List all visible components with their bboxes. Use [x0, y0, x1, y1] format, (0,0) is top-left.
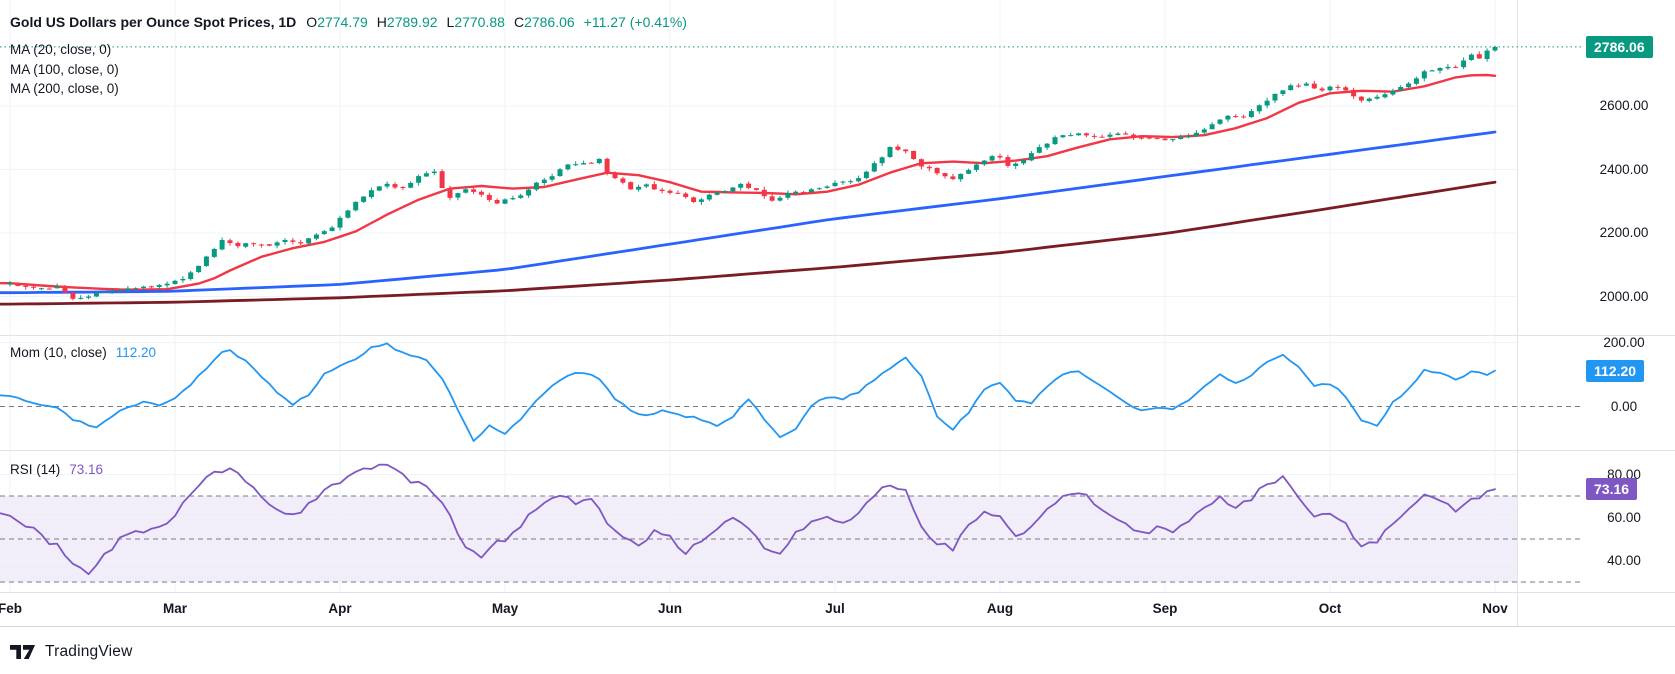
- month-label-sep: Sep: [1152, 601, 1178, 616]
- month-label-oct: Oct: [1318, 601, 1342, 616]
- month-label-feb: Feb: [0, 601, 22, 616]
- ohlc-value: 2770.88: [454, 14, 505, 30]
- month-label-may: May: [491, 601, 519, 616]
- momentum-value-badge: 112.20: [1586, 359, 1645, 382]
- ohlc-value: 2789.92: [386, 14, 438, 30]
- momentum-legend-row[interactable]: Mom (10, close) 112.20: [10, 345, 156, 360]
- momentum-tick-label: 0.00: [1610, 398, 1638, 414]
- symbol-legend-row[interactable]: Gold US Dollars per Ounce Spot Prices, 1…: [10, 13, 687, 32]
- ma-legend: MA (20, close, 0) MA (100, close, 0) MA (2…: [10, 40, 119, 99]
- price-tick-label: 2000.00: [1599, 288, 1649, 304]
- tradingview-logo-text: TradingView: [45, 643, 133, 660]
- ohlc-prefix: C: [513, 14, 525, 30]
- month-label-nov: Nov: [1482, 601, 1508, 616]
- chart-canvas[interactable]: [0, 0, 1675, 632]
- ma-legend-row-1[interactable]: MA (20, close, 0): [10, 42, 112, 57]
- momentum-legend-label: Mom (10, close): [10, 345, 107, 360]
- price-tick-label: 2200.00: [1599, 225, 1649, 240]
- rsi-legend-label: RSI (14): [10, 462, 61, 477]
- ohlc-values: O2774.79 H2789.92 L2770.88 C2786.06: [306, 14, 583, 30]
- rsi-legend-value: 73.16: [69, 462, 104, 477]
- ohlc-segment: C2786.06: [514, 14, 575, 30]
- ma-legend-row-2[interactable]: MA (100, close, 0): [10, 61, 119, 77]
- rsi-legend-row[interactable]: RSI (14) 73.16: [10, 462, 103, 477]
- rsi-tick-label: 80.00: [1607, 466, 1641, 482]
- ohlc-prefix: L: [446, 14, 455, 30]
- tradingview-attribution[interactable]: TradingView: [10, 643, 133, 661]
- ohlc-segment: L2770.88: [447, 14, 505, 30]
- month-label-apr: Apr: [328, 601, 352, 616]
- ohlc-value: 2786.06: [524, 14, 575, 30]
- ohlc-prefix: O: [306, 14, 318, 30]
- tradingview-logo-icon: [10, 644, 35, 659]
- ohlc-prefix: H: [376, 14, 387, 30]
- price-tick-label: 2600.00: [1599, 98, 1649, 113]
- ma-legend-row-3[interactable]: MA (200, close, 0): [10, 81, 119, 96]
- month-label-jun: Jun: [657, 601, 682, 616]
- momentum-tick-label: 200.00: [1603, 334, 1645, 350]
- rsi-tick-label: 60.00: [1607, 509, 1641, 525]
- month-label-jul: Jul: [825, 601, 845, 616]
- month-label-aug: Aug: [986, 601, 1014, 616]
- current-price-badge: 2786.06: [1586, 35, 1653, 58]
- rsi-tick-label: 40.00: [1607, 552, 1641, 568]
- momentum-legend-value: 112.20: [115, 345, 157, 360]
- rsi-value-badge: 73.16: [1586, 478, 1638, 501]
- price-tick-label: 2400.00: [1599, 161, 1649, 177]
- month-label-mar: Mar: [162, 601, 187, 616]
- change-value: +11.27 (+0.41%): [583, 14, 687, 30]
- ohlc-value: 2774.79: [317, 14, 368, 30]
- symbol-title: Gold US Dollars per Ounce Spot Prices, 1…: [10, 14, 297, 30]
- ohlc-segment: H2789.92: [377, 14, 438, 30]
- ohlc-segment: O2774.79: [306, 14, 368, 30]
